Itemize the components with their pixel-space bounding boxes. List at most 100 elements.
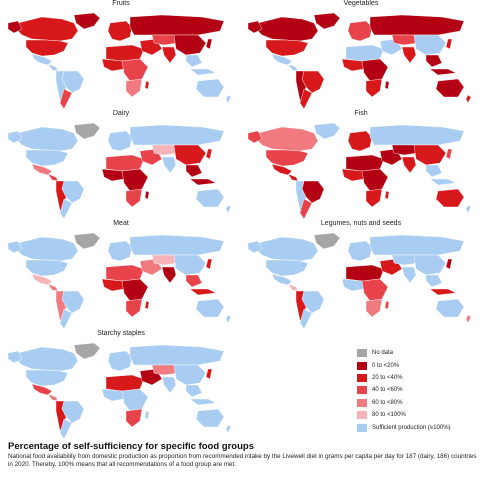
map-title: Vegetables <box>343 0 379 7</box>
region-indonesia <box>189 178 217 186</box>
map-panel-dairy: Dairy <box>2 110 240 222</box>
region-alaska <box>7 20 23 34</box>
region-nafrica <box>345 264 385 282</box>
region-safrica <box>125 78 143 98</box>
legend-swatch <box>357 398 367 407</box>
region-nafrica <box>105 374 145 392</box>
region-china <box>173 144 207 166</box>
region-europe <box>107 240 133 262</box>
region-wafrica <box>341 58 365 72</box>
region-casia <box>391 254 419 266</box>
region-japan <box>205 258 213 270</box>
region-europe <box>107 20 133 42</box>
figure-caption: National food availability from domestic… <box>8 453 477 468</box>
region-nafrica <box>105 264 145 282</box>
region-australia <box>435 188 465 208</box>
map-title: Starchy staples <box>97 330 145 337</box>
region-usa <box>265 149 309 167</box>
region-china <box>173 34 207 56</box>
legend-label: 20 to <40% <box>372 374 403 381</box>
region-indonesia <box>189 288 217 296</box>
map-panel-fish: Fish <box>242 110 480 222</box>
region-japan <box>445 258 453 270</box>
region-japan <box>205 38 213 50</box>
region-argentina <box>299 198 313 220</box>
map-title: Legumes, nuts and seeds <box>320 220 402 227</box>
world-map <box>247 122 472 222</box>
region-mexico <box>31 163 53 176</box>
region-australia <box>195 78 225 98</box>
region-nafrica <box>345 44 385 62</box>
region-wafrica <box>101 168 125 182</box>
region-nafrica <box>105 44 145 62</box>
region-madagascar <box>144 300 150 310</box>
region-antarctica <box>42 330 202 332</box>
region-australia <box>435 298 465 318</box>
region-mexico <box>271 163 293 176</box>
region-usa <box>25 39 69 57</box>
region-camerica <box>287 63 299 72</box>
legend-swatch <box>357 349 367 358</box>
region-usa <box>25 369 69 387</box>
region-antarctica <box>42 220 202 222</box>
region-usa <box>25 149 69 167</box>
world-map <box>7 232 232 332</box>
region-camerica <box>47 393 59 402</box>
legend-label: Sufficient production (≥100%) <box>372 424 451 431</box>
region-seasia <box>185 384 203 398</box>
legend-item-no-data: No data <box>357 347 477 359</box>
region-casia <box>391 34 419 46</box>
region-japan <box>205 368 213 380</box>
region-alaska <box>7 350 23 364</box>
region-india <box>161 376 177 394</box>
region-indonesia <box>189 398 217 406</box>
region-safrica <box>365 298 383 318</box>
region-canada <box>15 236 79 262</box>
region-madagascar <box>384 190 390 200</box>
region-indonesia <box>429 288 457 296</box>
region-china <box>173 254 207 276</box>
region-wafrica <box>341 278 365 292</box>
region-nafrica <box>345 154 385 172</box>
region-usa <box>25 259 69 277</box>
region-usa <box>265 39 309 57</box>
region-safrica <box>125 408 143 428</box>
region-safrica <box>365 188 383 208</box>
region-greenland <box>313 232 341 250</box>
region-mexico <box>31 273 53 286</box>
legend-label: 0 to <20% <box>372 362 400 369</box>
region-mexico <box>271 53 293 66</box>
region-seasia <box>185 164 203 178</box>
region-australia <box>195 408 225 428</box>
region-casia <box>151 364 179 376</box>
region-greenland <box>73 232 101 250</box>
region-russia <box>369 234 465 256</box>
region-canada <box>15 126 79 152</box>
legend-swatch <box>357 423 367 432</box>
region-india <box>401 46 417 64</box>
region-russia <box>129 344 225 366</box>
region-alaska <box>247 20 263 34</box>
region-seasia <box>425 54 443 68</box>
region-india <box>401 156 417 174</box>
region-canada <box>255 236 319 262</box>
region-usa <box>265 259 309 277</box>
region-nz <box>465 204 472 214</box>
region-cafrica <box>361 278 389 302</box>
region-camerica <box>47 173 59 182</box>
region-alaska <box>247 130 263 144</box>
region-safrica <box>125 298 143 318</box>
legend-item-60-80: 60 to <80% <box>357 397 477 409</box>
region-casia <box>151 34 179 46</box>
region-indonesia <box>429 68 457 76</box>
region-greenland <box>313 122 341 140</box>
region-madagascar <box>144 410 150 420</box>
legend-swatch <box>357 361 367 370</box>
region-canada <box>255 126 319 152</box>
region-casia <box>391 144 419 156</box>
region-casia <box>151 144 179 156</box>
world-map <box>7 12 232 112</box>
legend-swatch <box>357 411 367 420</box>
region-antarctica <box>282 330 442 332</box>
region-europe <box>347 20 373 42</box>
